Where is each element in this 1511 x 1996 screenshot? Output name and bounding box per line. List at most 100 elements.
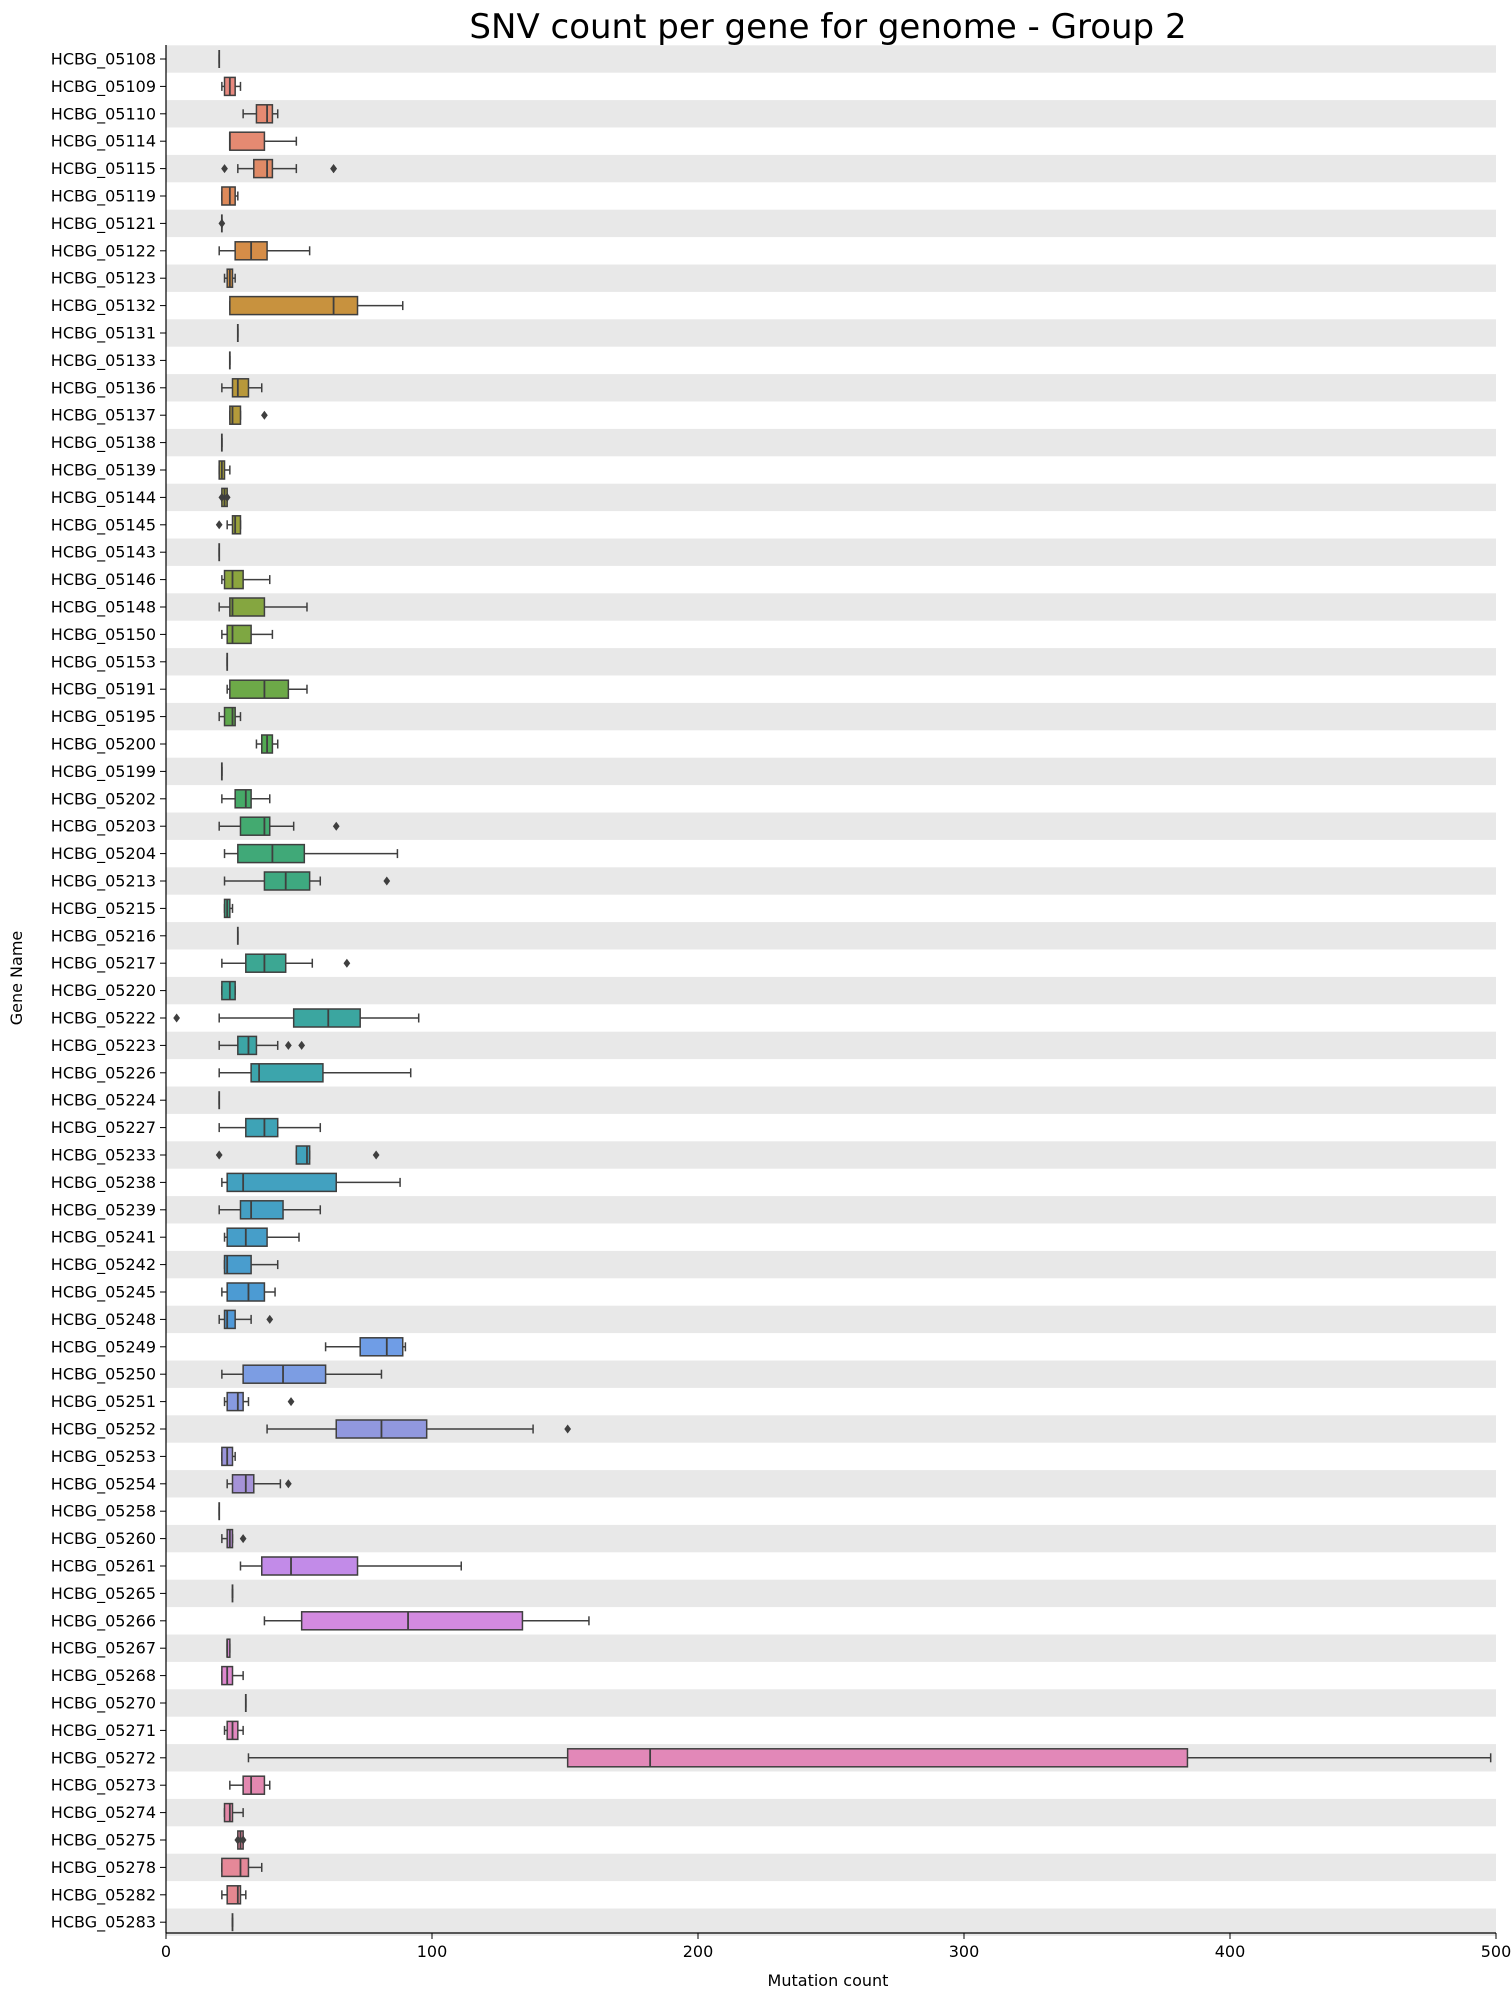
y-tick-label: HCBG_05258 <box>51 1502 156 1522</box>
outlier-point <box>287 1397 295 1407</box>
y-tick-label: HCBG_05145 <box>51 515 156 535</box>
y-tick-label: HCBG_05274 <box>51 1803 156 1823</box>
y-tick-label: HCBG_05139 <box>51 461 156 481</box>
box-HCBG_05239 <box>218 1200 322 1220</box>
box-HCBG_05267 <box>226 1638 231 1658</box>
outlier-point <box>218 218 226 228</box>
y-tick-label: HCBG_05271 <box>51 1721 156 1741</box>
outlier-point <box>223 492 231 502</box>
y-tick-label: HCBG_05123 <box>51 269 156 289</box>
row-band <box>166 757 1496 786</box>
y-tick-label: HCBG_05148 <box>51 598 156 618</box>
y-tick-label: HCBG_05144 <box>51 488 156 508</box>
box-HCBG_05272 <box>247 1748 1492 1768</box>
x-tick-label: 200 <box>683 1942 714 1961</box>
box-HCBG_05248 <box>218 1309 274 1330</box>
y-tick-label: HCBG_05150 <box>51 625 156 645</box>
y-tick-label: HCBG_05238 <box>51 1173 156 1193</box>
y-tick-label: HCBG_05133 <box>51 351 156 371</box>
row-band <box>166 1524 1496 1553</box>
box-iqr <box>250 1063 324 1083</box>
box-HCBG_05268 <box>221 1665 244 1686</box>
box-iqr <box>223 569 244 590</box>
box-HCBG_05144 <box>218 487 231 508</box>
y-tick-label: HCBG_05273 <box>51 1776 156 1796</box>
box-HCBG_05145 <box>215 515 242 535</box>
y-tick-label: HCBG_05254 <box>51 1474 156 1494</box>
box-iqr <box>229 597 266 617</box>
box-iqr <box>231 515 242 535</box>
box-iqr <box>226 1282 266 1302</box>
box-iqr <box>242 1775 266 1795</box>
row-band <box>166 976 1496 1005</box>
y-tick-label: HCBG_05282 <box>51 1885 156 1905</box>
box-HCBG_05121 <box>218 214 226 233</box>
y-tick-label: HCBG_05266 <box>51 1611 156 1631</box>
box-HCBG_05202 <box>221 789 271 809</box>
y-tick-label: HCBG_05213 <box>51 872 156 892</box>
row-band <box>166 209 1496 238</box>
outlier-point <box>215 520 223 530</box>
y-tick-label: HCBG_05136 <box>51 378 156 398</box>
box-HCBG_05203 <box>218 816 340 836</box>
box-iqr <box>239 816 271 836</box>
box-HCBG_05254 <box>226 1474 292 1494</box>
box-iqr <box>245 953 287 973</box>
y-tick-label: HCBG_05248 <box>51 1310 156 1330</box>
box-HCBG_05278 <box>221 1857 263 1878</box>
outlier-point <box>284 1040 292 1050</box>
row-band <box>166 1305 1496 1334</box>
y-tick-label: HCBG_05199 <box>51 762 156 782</box>
box-iqr <box>226 1172 337 1193</box>
y-tick-label: HCBG_05121 <box>51 214 156 234</box>
box-iqr <box>292 1008 361 1028</box>
row-band <box>166 538 1496 566</box>
y-tick-label: HCBG_05115 <box>51 159 156 179</box>
box-iqr <box>221 1857 250 1878</box>
box-iqr <box>226 624 252 645</box>
y-tick-label: HCBG_05202 <box>51 789 156 809</box>
row-band <box>166 922 1496 950</box>
y-tick-label: HCBG_05241 <box>51 1228 156 1248</box>
y-tick-label: HCBG_05267 <box>51 1639 156 1659</box>
x-axis: 0 100 200 300 400 500 <box>161 1932 1511 1961</box>
outlier-point <box>234 1835 242 1845</box>
row-band <box>166 1908 1496 1936</box>
y-tick-label: HCBG_05245 <box>51 1283 156 1303</box>
x-tick-label: 300 <box>949 1942 980 1961</box>
y-tick-label: HCBG_05138 <box>51 433 156 453</box>
y-tick-label: HCBG_05191 <box>51 680 156 700</box>
y-tick-label: HCBG_05250 <box>51 1365 156 1385</box>
row-bands <box>166 45 1496 1936</box>
row-band <box>166 1360 1496 1388</box>
y-tick-label: HCBG_05239 <box>51 1200 156 1220</box>
box-HCBG_05223 <box>218 1035 306 1056</box>
box-HCBG_05195 <box>218 706 242 727</box>
box-HCBG_05110 <box>242 104 279 124</box>
row-band <box>166 593 1496 621</box>
box-iqr <box>223 1254 252 1275</box>
y-tick-label: HCBG_05252 <box>51 1420 156 1440</box>
outlier-point <box>332 821 340 831</box>
box-iqr <box>223 1309 236 1330</box>
box-HCBG_05137 <box>229 405 268 425</box>
outlier-point <box>564 1424 572 1434</box>
y-tick-label: HCBG_05260 <box>51 1529 156 1549</box>
row-band <box>166 1031 1496 1060</box>
row-band <box>166 702 1496 731</box>
y-tick-label: HCBG_05203 <box>51 817 156 837</box>
y-tick-label: HCBG_05146 <box>51 570 156 590</box>
row-band <box>166 648 1496 676</box>
y-tick-label: HCBG_05131 <box>51 324 156 344</box>
row-band <box>166 319 1496 347</box>
y-tick-label: HCBG_05110 <box>51 104 156 124</box>
box-HCBG_05253 <box>221 1446 236 1467</box>
row-band <box>166 100 1496 128</box>
box-HCBG_05123 <box>223 268 236 288</box>
box-HCBG_05249 <box>324 1337 407 1357</box>
y-tick-label: HCBG_05143 <box>51 543 156 563</box>
box-HCBG_05213 <box>223 871 391 891</box>
box-HCBG_05148 <box>218 597 308 617</box>
y-tick-label: HCBG_05242 <box>51 1255 156 1275</box>
